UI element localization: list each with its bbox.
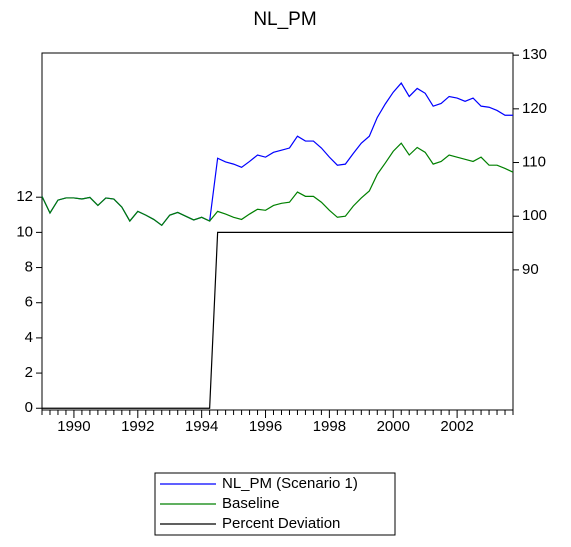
x-tick-label: 1992	[121, 418, 154, 435]
y2-tick-label: 130	[522, 46, 547, 63]
series-line	[42, 231, 513, 409]
y-tick-label: 12	[16, 188, 33, 205]
y2-tick-label: 100	[522, 207, 547, 224]
y-tick-label: 4	[25, 329, 33, 346]
series-line	[41, 142, 514, 227]
y2-tick-label: 120	[522, 100, 547, 117]
y-tick-label: 8	[25, 259, 33, 276]
chart-title: NL_PM	[253, 9, 316, 30]
y-tick-label: 2	[25, 364, 33, 381]
legend-label: Percent Deviation	[222, 515, 340, 532]
x-tick-label: 2002	[440, 418, 473, 435]
x-tick-label: 2000	[377, 418, 410, 435]
x-tick-label: 1996	[249, 418, 282, 435]
y-tick-label: 10	[16, 223, 33, 240]
x-tick-label: 1990	[57, 418, 90, 435]
x-tick-label: 1998	[313, 418, 346, 435]
plot-frame	[41, 52, 514, 411]
y2-tick-label: 90	[522, 261, 539, 278]
legend-label: NL_PM (Scenario 1)	[222, 475, 358, 492]
x-tick-label: 1994	[185, 418, 218, 435]
y-tick-label: 0	[25, 399, 33, 416]
legend-label: Baseline	[222, 495, 280, 512]
y-tick-label: 6	[25, 294, 33, 311]
y2-tick-label: 110	[522, 153, 546, 170]
